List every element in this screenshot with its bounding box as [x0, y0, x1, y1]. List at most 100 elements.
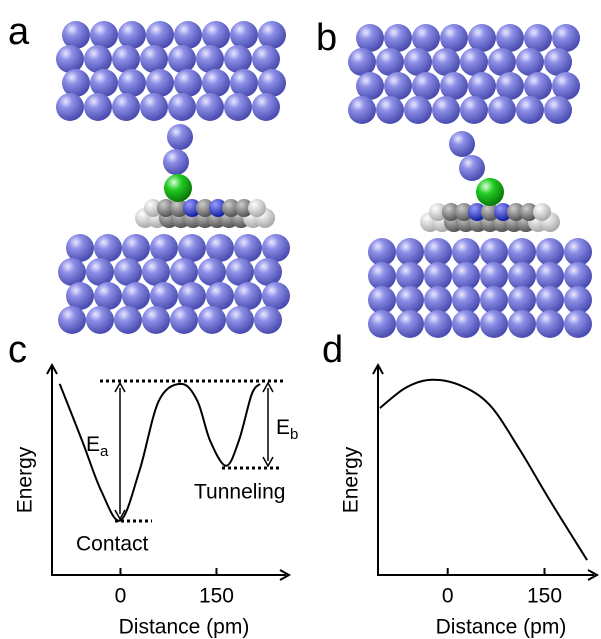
x-tick-label: 0 [115, 585, 127, 608]
molecular-models [56, 21, 592, 338]
atom [118, 21, 146, 49]
atom [516, 96, 544, 124]
atom [440, 72, 468, 100]
atom [224, 93, 252, 121]
atom [459, 155, 485, 181]
atom [167, 124, 193, 150]
atom [536, 286, 564, 314]
atom [140, 45, 168, 73]
atom [508, 238, 536, 266]
atom [206, 234, 234, 262]
atom [150, 234, 178, 262]
atom [440, 24, 468, 52]
atom [258, 69, 286, 97]
atom [488, 96, 516, 124]
atom [62, 69, 90, 97]
x-axis-label: Distance (pm) [436, 616, 567, 639]
atom [424, 238, 452, 266]
atom [164, 174, 192, 202]
atom [368, 238, 396, 266]
atom [508, 286, 536, 314]
atom [376, 48, 404, 76]
atom [368, 262, 396, 290]
atom [122, 234, 150, 262]
atom [396, 310, 424, 338]
atom [412, 24, 440, 52]
x-tick-label: 150 [527, 585, 562, 608]
panel-label: d [322, 329, 343, 371]
atom [536, 310, 564, 338]
atom [404, 48, 432, 76]
atom [396, 262, 424, 290]
atom [480, 262, 508, 290]
atom [396, 286, 424, 314]
atom [368, 286, 396, 314]
atom [56, 45, 84, 73]
atom [254, 258, 282, 286]
atom [168, 45, 196, 73]
annotation: Tunneling [194, 481, 285, 504]
atom [66, 282, 94, 310]
panel-label: b [316, 17, 337, 59]
figure: a b c d Ea Eb Contact Tunneling 0150Dist… [0, 0, 601, 639]
atom [449, 131, 475, 157]
atom [230, 21, 258, 49]
atom [508, 310, 536, 338]
atom [174, 69, 202, 97]
atom [146, 69, 174, 97]
atom [66, 234, 94, 262]
axis-arrow [373, 365, 597, 580]
atom [196, 45, 224, 73]
atom [564, 286, 592, 314]
atom [234, 234, 262, 262]
atom [476, 178, 504, 206]
atom [356, 72, 384, 100]
atom [198, 306, 226, 334]
atom [412, 72, 440, 100]
atom [424, 286, 452, 314]
atom [114, 258, 142, 286]
atom [496, 24, 524, 52]
atom [84, 45, 112, 73]
atom [452, 262, 480, 290]
atom [452, 286, 480, 314]
atom [516, 48, 544, 76]
atom [140, 93, 168, 121]
atom [533, 203, 551, 221]
annotation-text: E [276, 416, 290, 439]
atom [544, 96, 572, 124]
atom [142, 258, 170, 286]
atom [86, 258, 114, 286]
atom [368, 310, 396, 338]
atom [552, 72, 580, 100]
atom [146, 21, 174, 49]
atom [564, 310, 592, 338]
atom [480, 310, 508, 338]
y-axis-label: Energy [14, 446, 37, 513]
annotation-text: E [86, 433, 100, 456]
atom [224, 45, 252, 73]
atom [206, 282, 234, 310]
atom [356, 24, 384, 52]
atom [230, 69, 258, 97]
x-tick-label: 0 [442, 585, 454, 608]
panel-label: c [8, 329, 27, 371]
atom [536, 238, 564, 266]
atom [170, 258, 198, 286]
atom [112, 93, 140, 121]
atom [564, 238, 592, 266]
atom [178, 282, 206, 310]
energy-curve [380, 380, 587, 560]
atom [234, 282, 262, 310]
atom [432, 96, 460, 124]
atom [90, 69, 118, 97]
atom [496, 72, 524, 100]
atom [178, 234, 206, 262]
atom [58, 258, 86, 286]
atom [142, 306, 170, 334]
y-axis-label: Energy [340, 446, 363, 513]
atom [480, 286, 508, 314]
atom [252, 93, 280, 121]
atom [114, 306, 142, 334]
atom [58, 306, 86, 334]
